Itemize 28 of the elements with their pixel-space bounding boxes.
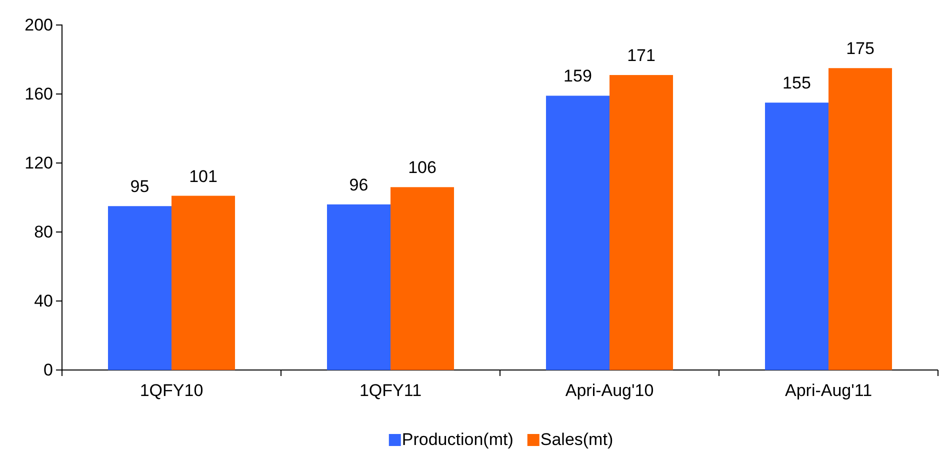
bar — [326, 204, 390, 370]
y-tick-label: 200 — [24, 15, 53, 34]
x-tick-label: 1QFY11 — [359, 381, 422, 400]
x-tick-label: Apri-Aug'11 — [784, 381, 872, 400]
x-tick-label: 1QFY10 — [140, 381, 204, 400]
y-tick-label: 80 — [34, 222, 53, 242]
y-tick-label: 120 — [24, 153, 53, 172]
bar — [546, 96, 610, 370]
y-tick-label: 0 — [44, 360, 53, 380]
bar — [764, 102, 828, 370]
data-label: 96 — [349, 175, 368, 194]
bar — [610, 75, 674, 370]
bar — [828, 68, 892, 370]
bar — [390, 187, 454, 370]
legend-label: Production(mt) — [402, 430, 514, 449]
bar — [108, 206, 172, 370]
data-label: 106 — [408, 158, 436, 178]
x-tick-label: Apri-Aug'10 — [565, 381, 654, 400]
legend-label: Sales(mt) — [540, 430, 614, 449]
data-label: 101 — [189, 166, 218, 186]
y-tick-label: 40 — [34, 291, 53, 310]
data-label: 159 — [564, 66, 592, 86]
y-tick-label: 160 — [24, 84, 53, 104]
data-label: 95 — [130, 177, 150, 196]
data-label: 171 — [627, 46, 656, 66]
data-label: 175 — [846, 39, 874, 58]
bar — [172, 196, 236, 370]
data-label: 155 — [782, 74, 811, 93]
